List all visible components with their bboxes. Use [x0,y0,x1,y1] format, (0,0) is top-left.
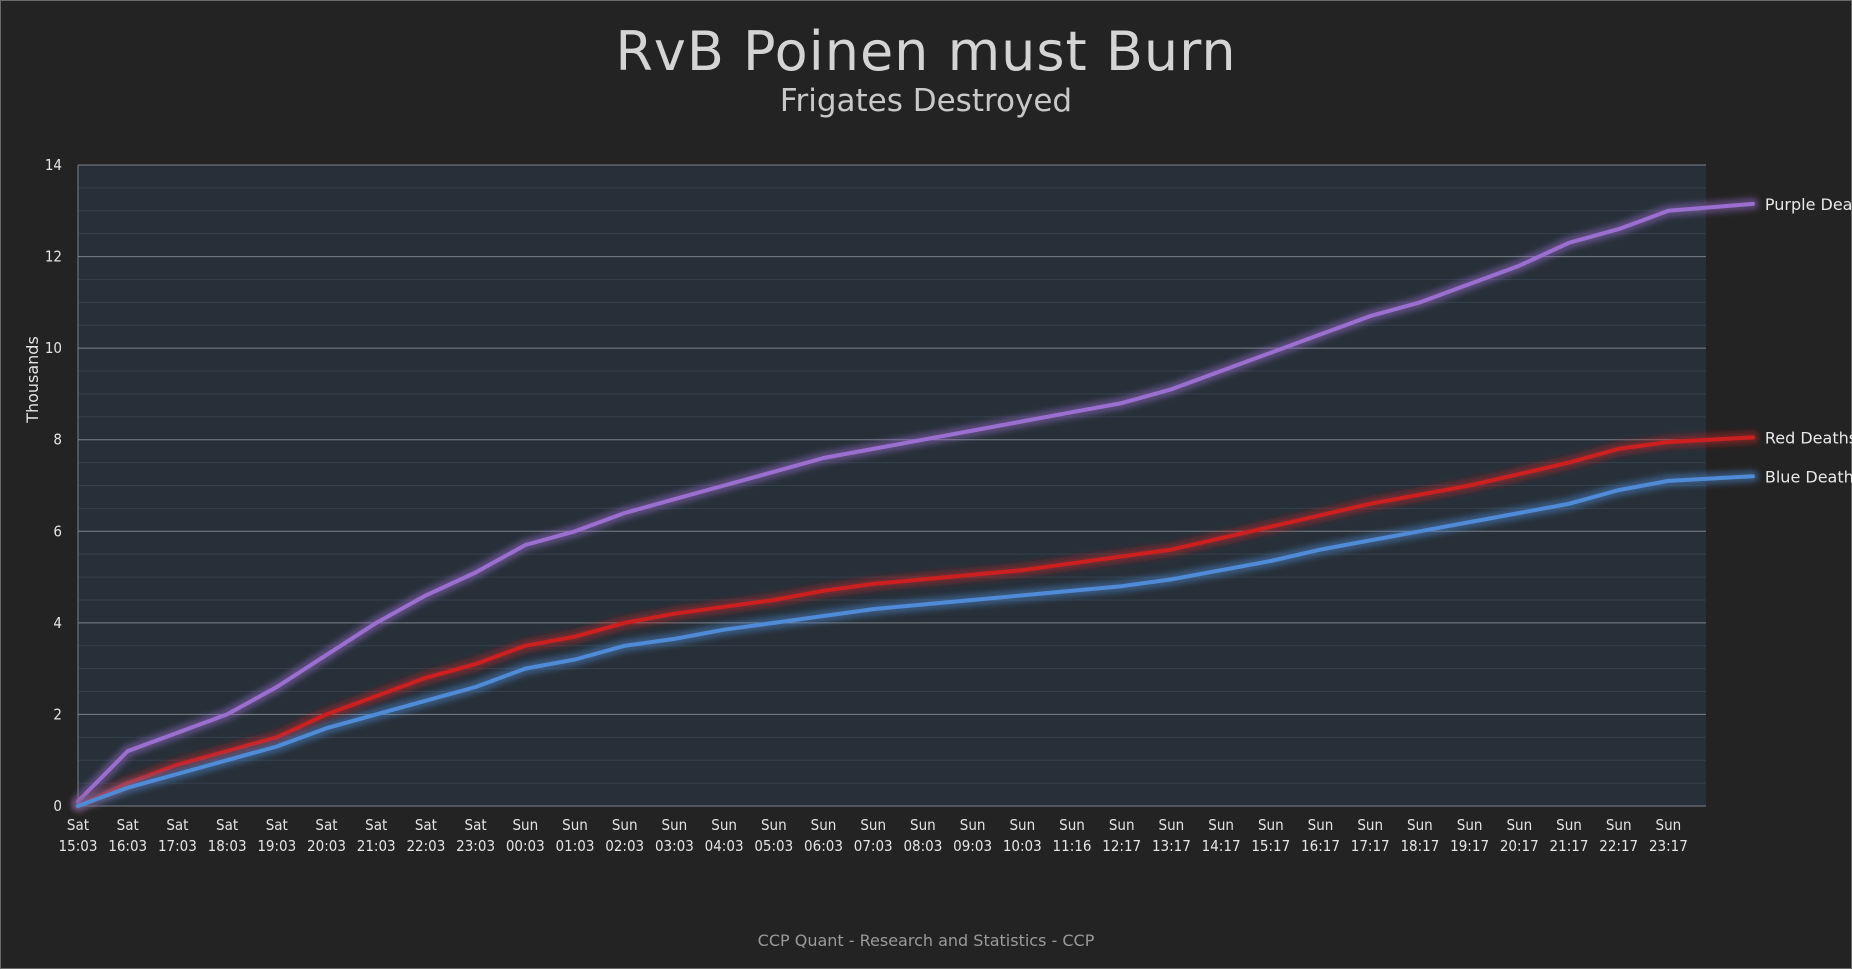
x-tick-label: Sun 03:03 [655,816,694,855]
x-tick-label: Sun 12:17 [1102,816,1141,855]
x-tick-label: Sun 05:03 [754,816,793,855]
x-tick-label: Sat 16:03 [108,816,147,855]
x-tick-label: Sat 21:03 [357,816,396,855]
x-tick-label: Sun 10:03 [1003,816,1042,855]
x-tick-label: Sun 00:03 [506,816,545,855]
y-tick-label: 14 [45,156,62,174]
x-tick-label: Sun 01:03 [556,816,595,855]
blue-deaths-label: Blue Deaths [1765,467,1852,486]
x-tick-label: Sun 04:03 [705,816,744,855]
series-labels: Purple Deaths Red Deaths Blue Deaths [1765,195,1852,486]
x-tick-label: Sun 09:03 [953,816,992,855]
x-tick-label: Sun 17:17 [1351,816,1390,855]
x-tick-label: Sun 16:17 [1301,816,1340,855]
y-tick-label: 0 [53,797,62,815]
x-tick-label: Sun 18:17 [1400,816,1439,855]
x-tick-label: Sun 15:17 [1251,816,1290,855]
x-tick-label: Sun 19:17 [1450,816,1489,855]
y-tick-label: 10 [45,339,62,357]
y-tick-label: 4 [53,614,62,632]
purple-deaths-line [76,201,1755,804]
x-tick-label: Sun 14:17 [1202,816,1241,855]
x-tick-label: Sun 11:16 [1053,816,1092,855]
blue-deaths-line [76,474,1755,808]
red-deaths-label: Red Deaths [1765,428,1852,447]
x-axis-ticks: Sat 15:03 Sat 16:03 Sat 17:03 Sat 18:03 Sat 19:03… [59,816,1688,855]
minor-gridlines [78,187,1706,784]
x-tick-label: Sun 20:17 [1500,816,1539,855]
y-tick-label: 12 [45,248,62,266]
y-tick-label: 8 [53,431,62,449]
y-tick-label: 2 [53,705,62,723]
x-tick-label: Sun 22:17 [1599,816,1638,855]
x-tick-label: Sun 23:17 [1649,816,1688,855]
red-deaths-line [76,435,1755,808]
series-layer [72,197,1759,812]
chart-footer: CCP Quant - Research and Statistics - CC… [757,931,1095,950]
x-tick-label: Sat 23:03 [456,816,495,855]
x-tick-label: Sun 06:03 [804,816,843,855]
x-tick-label: Sat 18:03 [208,816,247,855]
x-tick-label: Sun 07:03 [854,816,893,855]
major-gridlines [77,164,1706,807]
y-axis-label: Thousands [23,336,42,424]
x-tick-label: Sun 21:17 [1550,816,1589,855]
x-tick-label: Sat 20:03 [307,816,346,855]
x-tick-label: Sat 15:03 [59,816,98,855]
x-tick-label: Sat 19:03 [257,816,296,855]
chart-subtitle: Frigates Destroyed [779,83,1073,119]
x-tick-label: Sun 08:03 [903,816,942,855]
purple-deaths-label: Purple Deaths [1765,195,1852,214]
x-tick-label: Sun 02:03 [605,816,644,855]
x-tick-label: Sun 13:17 [1152,816,1191,855]
y-axis-ticks: 0 2 4 6 8 10 12 14 [45,156,62,815]
y-tick-label: 6 [53,522,62,540]
chart-title: RvB Poinen must Burn [615,20,1237,83]
x-tick-label: Sat 22:03 [406,816,445,855]
x-tick-label: Sat 17:03 [158,816,197,855]
